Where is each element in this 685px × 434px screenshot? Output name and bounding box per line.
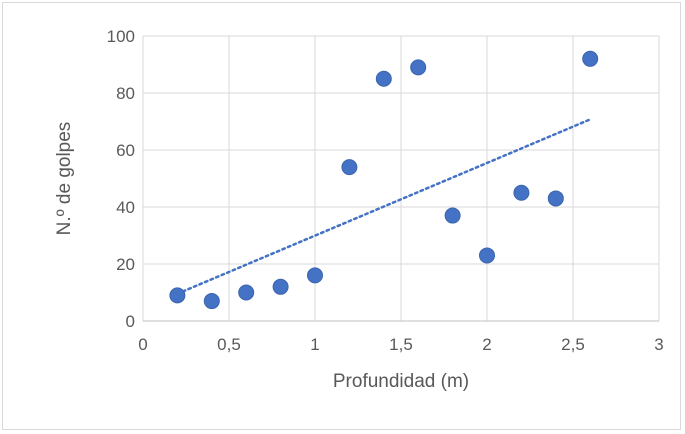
y-tick-label: 80 [116, 84, 135, 103]
data-point [203, 293, 220, 310]
tick-labels: 0 0,5 1 1,5 2 2,5 3 0 20 40 60 80 100 [107, 27, 664, 354]
data-point [410, 59, 427, 76]
x-tick-label: 0 [138, 335, 147, 354]
y-tick-label: 40 [116, 198, 135, 217]
chart-frame: 0 0,5 1 1,5 2 2,5 3 0 20 40 60 80 100 Profundidad (m… [2, 2, 681, 430]
y-tick-label: 60 [116, 141, 135, 160]
x-tick-label: 1 [310, 335, 319, 354]
data-point [513, 184, 530, 201]
y-tick-label: 100 [107, 27, 135, 46]
x-tick-label: 3 [654, 335, 663, 354]
x-tick-label: 1,5 [389, 335, 413, 354]
data-point [479, 247, 495, 264]
data-point [238, 284, 255, 301]
gridlines [142, 35, 660, 322]
data-point [341, 159, 358, 176]
y-tick-label: 0 [126, 312, 135, 331]
x-tick-label: 2 [482, 335, 491, 354]
data-point [444, 207, 461, 224]
scatter-chart: 0 0,5 1 1,5 2 2,5 3 0 20 40 60 80 100 Profundidad (m… [54, 27, 664, 392]
data-point [547, 190, 564, 207]
trendline-layer [176, 118, 592, 296]
x-tick-label: 2,5 [561, 335, 585, 354]
y-tick-label: 20 [116, 255, 135, 274]
data-points [169, 50, 599, 310]
data-point [169, 287, 186, 304]
data-point [307, 267, 323, 284]
trendline [176, 118, 592, 296]
data-point [272, 278, 289, 295]
y-axis-title: N.º de golpes [54, 122, 75, 236]
x-axis-title: Profundidad (m) [333, 371, 469, 392]
x-tick-label: 0,5 [217, 335, 241, 354]
data-point [582, 50, 599, 67]
data-point [375, 70, 392, 87]
